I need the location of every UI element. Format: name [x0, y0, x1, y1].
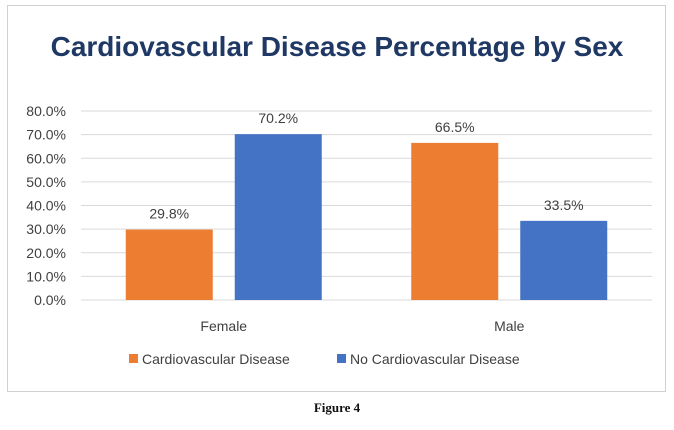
y-tick-label: 40.0%	[26, 198, 66, 214]
x-category-label: Male	[494, 318, 525, 334]
y-tick-label: 70.0%	[26, 127, 66, 143]
data-label: 33.5%	[544, 197, 584, 213]
y-tick-label: 30.0%	[26, 221, 66, 237]
bar	[411, 142, 499, 300]
figure-caption: Figure 4	[313, 400, 361, 415]
legend-label: No Cardiovascular Disease	[350, 351, 520, 367]
y-tick-label: 80.0%	[26, 103, 66, 119]
bar	[234, 134, 322, 300]
chart-frame: Cardiovascular Disease Percentage by Sex…	[7, 5, 666, 392]
data-label: 29.8%	[149, 206, 189, 222]
x-category-label: Female	[200, 318, 247, 334]
bar	[520, 220, 608, 300]
y-tick-label: 20.0%	[26, 245, 66, 261]
legend-label: Cardiovascular Disease	[142, 351, 290, 367]
y-tick-label: 0.0%	[34, 292, 66, 308]
bar	[125, 229, 213, 300]
legend-swatch	[129, 354, 138, 363]
data-label: 70.2%	[258, 110, 298, 126]
chart-title: Cardiovascular Disease Percentage by Sex	[51, 31, 624, 62]
chart: Cardiovascular Disease Percentage by Sex…	[26, 31, 652, 367]
y-tick-label: 10.0%	[26, 268, 66, 284]
data-label: 66.5%	[435, 119, 475, 135]
legend-swatch	[337, 354, 346, 363]
y-tick-label: 50.0%	[26, 174, 66, 190]
y-tick-label: 60.0%	[26, 150, 66, 166]
